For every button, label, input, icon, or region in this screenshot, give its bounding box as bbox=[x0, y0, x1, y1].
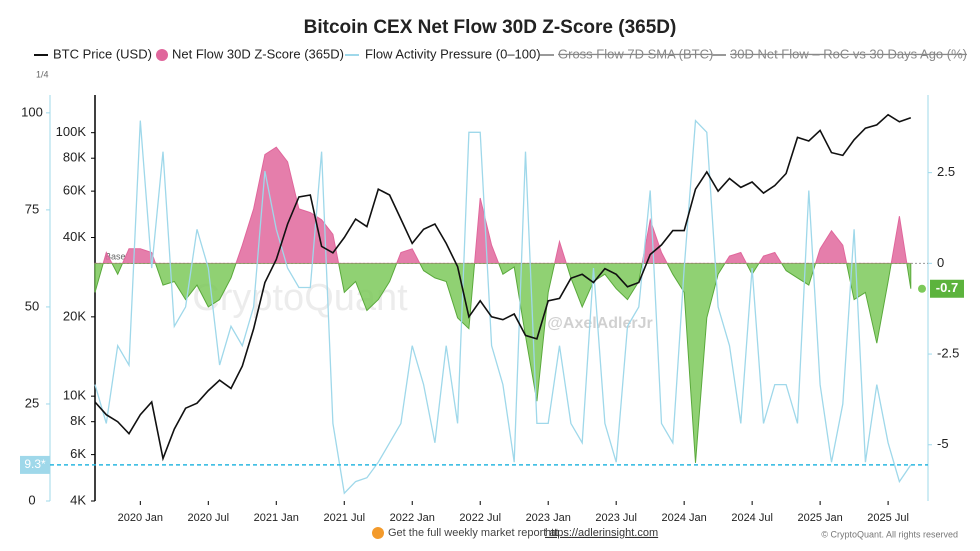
y-tick-label: 50 bbox=[25, 298, 39, 313]
x-tick-label: 2024 Jul bbox=[731, 512, 773, 524]
z-tick-label: -2.5 bbox=[937, 345, 959, 360]
pager[interactable]: 1/4 bbox=[36, 69, 49, 79]
footer-icon bbox=[372, 527, 384, 539]
price-tick-label: 80K bbox=[63, 150, 86, 165]
handle: @AxelAdlerJr bbox=[547, 315, 652, 332]
series-line bbox=[94, 113, 912, 462]
x-tick-label: 2025 Jan bbox=[797, 512, 842, 524]
x-tick-label: 2022 Jan bbox=[390, 512, 435, 524]
base-label: Base bbox=[105, 252, 126, 262]
price-tick-label: 100K bbox=[56, 124, 87, 139]
x-tick-label: 2022 Jul bbox=[459, 512, 501, 524]
y-tick-label: 75 bbox=[25, 201, 39, 216]
z-tick-label: 0 bbox=[937, 255, 944, 270]
y-tick-label: 25 bbox=[25, 395, 39, 410]
z-last-dot bbox=[918, 284, 926, 293]
legend-label[interactable]: 30D Net Flow – RoC vs 30 Days Ago (%) bbox=[730, 46, 967, 61]
x-tick-label: 2020 Jul bbox=[188, 512, 230, 524]
x-tick-label: 2023 Jan bbox=[526, 512, 571, 524]
legend-label[interactable]: BTC Price (USD) bbox=[53, 46, 152, 61]
price-tick-label: 60K bbox=[63, 183, 86, 198]
z-tick-label: -5 bbox=[937, 436, 949, 451]
legend-label[interactable]: Flow Activity Pressure (0–100) bbox=[365, 46, 541, 61]
z-area-positive bbox=[94, 146, 912, 264]
footer-text: Get the full weekly market report at bbox=[388, 527, 559, 539]
current-level-label: 9.3* bbox=[24, 457, 46, 471]
y-tick-label: 0 bbox=[28, 492, 35, 507]
price-tick-label: 40K bbox=[63, 229, 86, 244]
x-tick-label: 2025 Jul bbox=[867, 512, 909, 524]
y-tick-label: 100 bbox=[21, 104, 43, 119]
price-tick-label: 8K bbox=[70, 413, 86, 428]
x-tick-label: 2021 Jan bbox=[254, 512, 299, 524]
price-tick-label: 6K bbox=[70, 446, 86, 461]
footer-link[interactable]: https://adlerinsight.com bbox=[545, 527, 658, 539]
price-tick-label: 20K bbox=[63, 308, 86, 323]
legend-label[interactable]: Net Flow 30D Z-Score (365D) bbox=[172, 46, 344, 61]
copyright: © CryptoQuant. All rights reserved bbox=[821, 529, 958, 539]
legend-label[interactable]: Gross Flow 7D SMA (BTC) bbox=[558, 46, 713, 61]
x-tick-label: 2023 Jul bbox=[595, 512, 637, 524]
x-tick-label: 2020 Jan bbox=[118, 512, 163, 524]
chart-title: Bitcoin CEX Net Flow 30D Z-Score (365D) bbox=[304, 17, 677, 38]
price-tick-label: 10K bbox=[63, 388, 86, 403]
z-last-box bbox=[930, 279, 964, 298]
z-tick-label: 2.5 bbox=[937, 164, 955, 179]
legend-swatch bbox=[156, 49, 168, 61]
x-tick-label: 2024 Jan bbox=[662, 512, 707, 524]
z-last-label: -0.7 bbox=[936, 280, 958, 295]
price-tick-label: 4K bbox=[70, 492, 86, 507]
series-line bbox=[94, 119, 912, 495]
x-tick-label: 2021 Jul bbox=[323, 512, 365, 524]
current-level-box bbox=[20, 455, 50, 474]
